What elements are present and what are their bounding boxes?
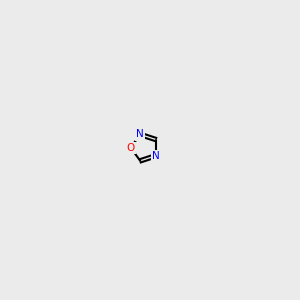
Text: N: N <box>136 130 144 140</box>
Text: N: N <box>152 151 160 161</box>
Text: O: O <box>127 143 135 153</box>
